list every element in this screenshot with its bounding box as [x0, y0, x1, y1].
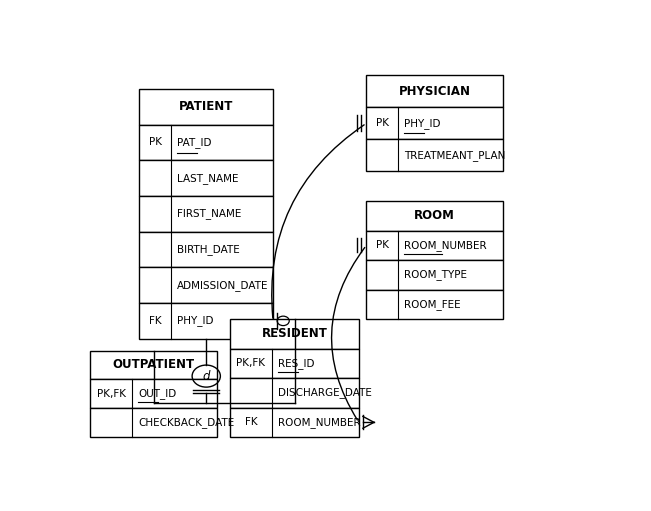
Bar: [139, 125, 273, 160]
Bar: [90, 379, 217, 408]
Text: BIRTH_DATE: BIRTH_DATE: [176, 244, 240, 255]
Text: PK: PK: [148, 137, 161, 147]
Text: ADMISSION_DATE: ADMISSION_DATE: [176, 280, 268, 291]
Text: PK,FK: PK,FK: [96, 389, 126, 399]
Text: LAST_NAME: LAST_NAME: [176, 173, 238, 183]
Bar: [139, 303, 273, 339]
Bar: [367, 107, 503, 140]
Text: PK: PK: [376, 118, 389, 128]
Bar: [139, 89, 273, 125]
Bar: [367, 140, 503, 172]
Bar: [139, 160, 273, 196]
Bar: [367, 290, 503, 319]
Text: PHY_ID: PHY_ID: [404, 118, 440, 129]
Bar: [90, 408, 217, 437]
Bar: [230, 349, 359, 378]
Text: FIRST_NAME: FIRST_NAME: [176, 208, 241, 219]
Bar: [367, 75, 503, 107]
Bar: [90, 351, 217, 379]
Text: PHY_ID: PHY_ID: [176, 315, 214, 327]
Bar: [230, 378, 359, 408]
Text: DISCHARGE_DATE: DISCHARGE_DATE: [277, 387, 372, 398]
Text: ROOM: ROOM: [414, 210, 455, 222]
Text: ROOM_NUMBER: ROOM_NUMBER: [404, 240, 486, 251]
Text: PATIENT: PATIENT: [179, 100, 234, 113]
Bar: [230, 319, 359, 349]
Text: ROOM_FEE: ROOM_FEE: [404, 299, 460, 310]
Text: PK,FK: PK,FK: [236, 358, 266, 368]
Bar: [139, 267, 273, 303]
Text: OUTPATIENT: OUTPATIENT: [113, 358, 195, 371]
Bar: [139, 196, 273, 231]
Bar: [139, 231, 273, 267]
Text: RES_ID: RES_ID: [277, 358, 314, 369]
Text: ROOM_TYPE: ROOM_TYPE: [404, 269, 467, 280]
Bar: [367, 260, 503, 290]
Text: PK: PK: [376, 240, 389, 250]
Text: PHYSICIAN: PHYSICIAN: [398, 85, 471, 98]
Text: ROOM_NUMBER: ROOM_NUMBER: [277, 417, 360, 428]
Text: FK: FK: [148, 316, 161, 326]
Text: TREATMEANT_PLAN: TREATMEANT_PLAN: [404, 150, 505, 161]
Text: CHECKBACK_DATE: CHECKBACK_DATE: [138, 417, 234, 428]
Text: PAT_ID: PAT_ID: [176, 137, 211, 148]
Bar: [367, 230, 503, 260]
Bar: [230, 408, 359, 437]
Bar: [367, 201, 503, 230]
Text: d: d: [202, 369, 210, 383]
Text: FK: FK: [245, 417, 257, 427]
Text: OUT_ID: OUT_ID: [138, 388, 176, 399]
Text: RESIDENT: RESIDENT: [262, 328, 327, 340]
